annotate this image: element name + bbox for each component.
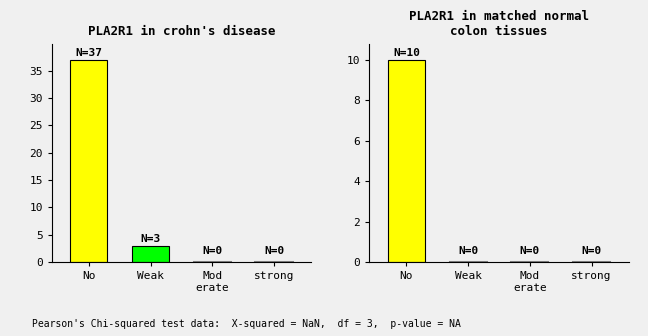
Text: N=0: N=0 [458,246,478,256]
Text: N=0: N=0 [202,246,222,256]
Bar [71,60,108,262]
Bar [388,60,425,262]
Text: N=3: N=3 [141,234,161,244]
Text: Pearson's Chi-squared test data:  X-squared = NaN,  df = 3,  p-value = NA: Pearson's Chi-squared test data: X-squar… [32,319,461,329]
Text: N=10: N=10 [393,48,420,58]
Text: N=0: N=0 [581,246,601,256]
Text: N=0: N=0 [520,246,540,256]
Bar [132,246,169,262]
Text: N=37: N=37 [75,48,102,58]
Text: N=0: N=0 [264,246,284,256]
Title: PLA2R1 in crohn's disease: PLA2R1 in crohn's disease [87,25,275,38]
Title: PLA2R1 in matched normal
colon tissues: PLA2R1 in matched normal colon tissues [409,10,589,38]
